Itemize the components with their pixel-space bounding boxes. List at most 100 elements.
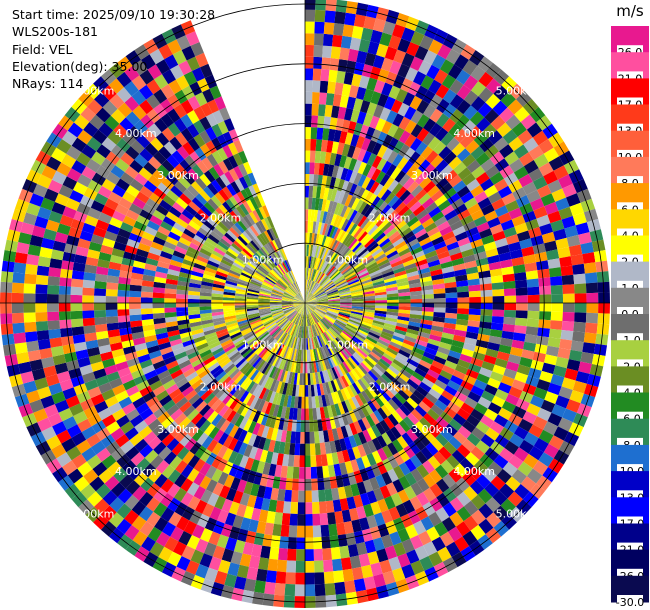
- velocity-gate: [498, 407, 513, 421]
- velocity-gate: [363, 257, 375, 266]
- velocity-gate: [504, 172, 519, 186]
- velocity-gate: [338, 262, 349, 272]
- velocity-gate: [338, 311, 351, 316]
- velocity-gate: [369, 526, 382, 540]
- velocity-gate: [470, 146, 485, 160]
- velocity-gate: [318, 430, 325, 443]
- velocity-gate: [457, 167, 472, 181]
- velocity-gate: [470, 408, 485, 422]
- velocity-gate: [308, 396, 313, 409]
- velocity-gate: [313, 324, 320, 336]
- velocity-gate: [455, 521, 471, 537]
- velocity-gate: [410, 31, 425, 46]
- velocity-gate: [333, 256, 343, 268]
- velocity-gate: [408, 278, 421, 285]
- velocity-gate: [460, 214, 474, 226]
- velocity-gate: [512, 405, 527, 419]
- velocity-gate: [311, 337, 315, 350]
- velocity-gate: [333, 23, 345, 36]
- velocity-gate: [305, 162, 310, 174]
- velocity-gate: [173, 487, 187, 502]
- velocity-gate: [270, 341, 279, 352]
- velocity-gate: [583, 262, 597, 274]
- velocity-gate: [339, 462, 348, 476]
- velocity-gate: [317, 174, 323, 187]
- velocity-gate: [409, 375, 422, 386]
- velocity-gate: [308, 280, 313, 292]
- velocity-gate: [324, 224, 331, 237]
- velocity-gate: [450, 220, 464, 231]
- velocity-gate: [398, 349, 411, 359]
- velocity-gate: [315, 293, 327, 299]
- velocity-gate: [582, 342, 596, 354]
- velocity-gate: [338, 313, 350, 319]
- velocity-gate: [160, 478, 174, 493]
- velocity-gate: [301, 314, 304, 327]
- velocity-gate: [409, 201, 422, 213]
- velocity-gate: [199, 553, 213, 568]
- velocity-gate: [423, 50, 438, 65]
- velocity-gate: [314, 431, 320, 444]
- velocity-gate: [418, 60, 432, 76]
- velocity-gate: [313, 419, 319, 432]
- velocity-gate: [82, 303, 94, 311]
- velocity-gate: [307, 314, 312, 326]
- velocity-gate: [59, 277, 72, 287]
- velocity-gate: [343, 327, 355, 336]
- velocity-gate: [308, 268, 312, 280]
- velocity-gate: [317, 335, 323, 348]
- velocity-gate: [316, 298, 329, 301]
- velocity-gate: [318, 322, 326, 333]
- velocity-gate: [435, 507, 450, 522]
- velocity-gate: [322, 465, 330, 478]
- velocity-gate: [437, 220, 450, 232]
- velocity-gate: [305, 420, 310, 432]
- velocity-gate: [278, 441, 286, 454]
- field-name: Field: VEL: [12, 41, 73, 57]
- velocity-gate: [313, 209, 319, 222]
- velocity-gate: [247, 470, 257, 484]
- velocity-gate: [285, 371, 291, 384]
- velocity-gate: [481, 361, 495, 372]
- velocity-gate: [374, 288, 387, 294]
- velocity-gate: [339, 294, 352, 299]
- velocity-gate: [492, 303, 505, 310]
- velocity-gate: [219, 485, 231, 499]
- velocity-gate: [326, 140, 334, 153]
- velocity-gate: [221, 548, 234, 563]
- velocity-gate: [513, 144, 529, 159]
- velocity-gate: [489, 151, 505, 166]
- velocity-gate: [473, 131, 489, 146]
- velocity-gate: [282, 501, 292, 514]
- velocity-gate: [468, 314, 481, 322]
- velocity-gate: [263, 486, 273, 500]
- velocity-gate: [548, 156, 564, 171]
- velocity-gate: [505, 200, 520, 213]
- velocity-gate: [426, 64, 440, 80]
- velocity-gate: [324, 282, 335, 290]
- velocity-gate: [429, 334, 442, 342]
- velocity-gate: [338, 230, 347, 242]
- velocity-gate: [437, 199, 451, 212]
- velocity-gate: [288, 323, 295, 335]
- velocity-gate: [445, 292, 458, 299]
- velocity-gate: [476, 221, 490, 233]
- velocity-gate: [445, 49, 461, 65]
- velocity-gate: [262, 534, 273, 547]
- velocity-gate: [316, 305, 328, 309]
- velocity-gate: [309, 313, 315, 325]
- velocity-gate: [334, 403, 342, 416]
- velocity-gate: [466, 272, 480, 281]
- velocity-gate: [298, 314, 303, 326]
- velocity-gate: [431, 236, 445, 246]
- velocity-gate: [291, 312, 299, 323]
- velocity-gate: [289, 336, 295, 348]
- velocity-gate: [249, 369, 260, 381]
- velocity-gate: [294, 584, 305, 597]
- velocity-gate: [453, 263, 466, 272]
- velocity-gate: [312, 408, 318, 420]
- velocity-gate: [426, 226, 440, 237]
- velocity-gate: [406, 328, 419, 336]
- velocity-gate: [434, 216, 448, 227]
- velocity-gate: [227, 450, 239, 464]
